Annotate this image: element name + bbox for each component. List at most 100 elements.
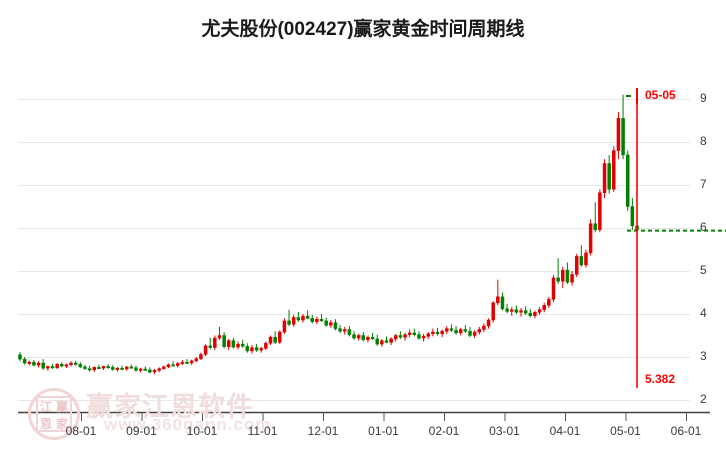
- candle-body: [356, 335, 361, 339]
- candle-body: [426, 333, 430, 337]
- y-tick-label: 3: [700, 349, 707, 363]
- candle-body: [222, 335, 226, 347]
- candle-body: [46, 366, 50, 369]
- candle-body: [213, 337, 217, 348]
- candle-body: [32, 361, 36, 366]
- x-tick-label: 11-01: [247, 424, 278, 438]
- candle-body: [375, 338, 379, 345]
- candle-body: [342, 329, 347, 332]
- candle-body: [579, 256, 584, 266]
- candle-body: [291, 317, 296, 325]
- candle-body: [129, 366, 134, 369]
- candle-body: [287, 320, 291, 325]
- candle-body: [607, 163, 611, 190]
- candle-body: [92, 367, 96, 371]
- x-tick-label: 05-01: [610, 424, 641, 438]
- candle-body: [50, 366, 55, 369]
- candle-body: [55, 364, 59, 368]
- candle-body: [120, 367, 124, 370]
- candle-body: [630, 206, 635, 227]
- x-tick-label: 03-01: [489, 424, 520, 438]
- candle-body: [301, 315, 305, 321]
- y-tick-label: 8: [700, 134, 707, 148]
- candle-body: [296, 317, 301, 321]
- candle-body: [519, 310, 523, 313]
- candle-body: [361, 335, 366, 341]
- candle-body: [598, 192, 602, 230]
- candle-body: [78, 364, 83, 368]
- candle-body: [124, 366, 129, 370]
- candle-body: [162, 366, 166, 369]
- candle-body: [588, 223, 593, 254]
- candle-body: [189, 360, 194, 364]
- candle-body: [227, 340, 231, 347]
- candle-body: [259, 348, 263, 351]
- candle-body: [101, 366, 106, 369]
- x-tick-label: 02-01: [428, 424, 460, 438]
- candle-body: [87, 368, 92, 371]
- candle-body: [240, 343, 245, 347]
- candle-body: [236, 343, 240, 348]
- candle-body: [203, 345, 208, 355]
- candle-body: [199, 354, 203, 359]
- candle-body: [602, 163, 607, 193]
- y-tick-label: 6: [700, 220, 707, 234]
- candle-body: [138, 368, 143, 371]
- candle-body: [157, 368, 161, 371]
- y-tick-label: 4: [700, 306, 707, 320]
- candle-body: [412, 332, 417, 335]
- candle-body: [27, 361, 32, 364]
- candle-body: [166, 364, 171, 368]
- candle-body: [398, 335, 403, 338]
- candle-body: [268, 336, 273, 344]
- candle-body: [394, 335, 398, 340]
- candle-body: [64, 364, 69, 367]
- candle-body: [574, 256, 579, 275]
- candle-body: [523, 310, 528, 314]
- candle-body: [217, 335, 222, 339]
- candle-body: [231, 340, 236, 348]
- candle-body: [143, 368, 148, 371]
- candle-body: [208, 345, 212, 348]
- candle-body: [278, 331, 282, 343]
- candle-body: [440, 330, 444, 335]
- candle-body: [148, 369, 152, 373]
- candle-body: [73, 362, 78, 365]
- candle-body: [417, 334, 421, 339]
- candle-body: [593, 223, 597, 230]
- candle-body: [625, 154, 630, 207]
- y-tick-label: 9: [700, 91, 707, 105]
- candle-body: [250, 347, 254, 352]
- candle-body: [134, 367, 138, 371]
- candle-body: [547, 299, 551, 306]
- candle-body: [514, 309, 519, 313]
- candle-body: [616, 118, 621, 151]
- candle-body: [18, 354, 22, 360]
- y-tick-label: 5: [700, 263, 707, 277]
- candle-body: [60, 364, 64, 367]
- candle-body: [445, 328, 449, 332]
- candle-body: [551, 277, 556, 300]
- candle-body: [41, 362, 45, 369]
- candle-body: [435, 331, 440, 335]
- candle-body: [185, 361, 189, 364]
- candle-body: [421, 336, 426, 339]
- candle-body: [333, 322, 338, 329]
- candle-body: [556, 277, 560, 282]
- candle-body: [384, 340, 389, 343]
- candle-body: [477, 329, 482, 333]
- x-tick-label: 06-01: [670, 424, 702, 438]
- candle-body: [542, 305, 546, 310]
- candle-body: [561, 269, 565, 282]
- candle-body: [305, 315, 310, 319]
- candle-body: [370, 336, 375, 340]
- candle-body: [347, 329, 352, 335]
- x-tick-label: 12-01: [307, 424, 339, 438]
- y-tick-label: 2: [700, 392, 707, 406]
- candle-body: [403, 334, 407, 338]
- candle-body: [111, 367, 115, 370]
- candle-body: [449, 328, 454, 331]
- candle-body: [537, 309, 542, 313]
- candle-body: [115, 367, 120, 370]
